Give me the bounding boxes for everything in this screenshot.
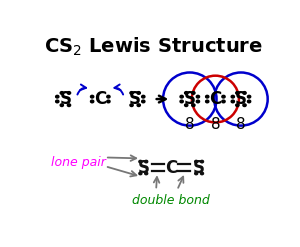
Circle shape [200,160,203,163]
Text: double bond: double bond [132,194,210,207]
Circle shape [56,100,59,103]
Circle shape [248,95,251,98]
Circle shape [60,92,63,94]
Text: C: C [94,90,106,108]
Circle shape [91,100,94,103]
Circle shape [231,100,234,103]
Circle shape [142,95,145,98]
Circle shape [236,104,239,106]
Circle shape [200,172,203,175]
Circle shape [184,92,188,94]
Circle shape [68,104,70,106]
Circle shape [107,95,110,98]
Text: S: S [129,90,141,108]
Circle shape [222,100,225,103]
Circle shape [130,104,133,106]
Text: S: S [184,90,196,108]
Circle shape [206,95,209,98]
Circle shape [195,160,198,163]
Circle shape [68,92,70,94]
Circle shape [192,92,195,94]
Circle shape [196,95,200,98]
Text: C: C [209,90,221,108]
Circle shape [206,100,209,103]
Circle shape [60,104,63,106]
Circle shape [243,92,246,94]
Circle shape [91,95,94,98]
Text: S: S [235,90,247,108]
Text: 8: 8 [236,117,246,132]
Circle shape [180,100,183,103]
Text: C: C [165,159,177,177]
Circle shape [236,92,239,94]
Circle shape [243,104,246,106]
Circle shape [139,172,142,175]
Circle shape [196,100,200,103]
Circle shape [145,172,148,175]
Text: S: S [193,159,205,177]
Circle shape [248,100,251,103]
Circle shape [139,160,142,163]
Circle shape [145,160,148,163]
Text: 8: 8 [185,117,195,132]
Text: CS$_2$ Lewis Structure: CS$_2$ Lewis Structure [44,35,263,58]
Text: lone pair: lone pair [51,156,106,169]
Circle shape [107,100,110,103]
Circle shape [137,92,140,94]
Circle shape [222,95,225,98]
Circle shape [130,92,133,94]
Circle shape [231,95,234,98]
Circle shape [137,104,140,106]
Text: S: S [137,159,149,177]
Circle shape [192,104,195,106]
Circle shape [180,95,183,98]
Circle shape [195,172,198,175]
Text: 8: 8 [211,117,220,132]
Text: S: S [59,90,71,108]
Circle shape [184,104,188,106]
Circle shape [142,100,145,103]
Circle shape [56,95,59,98]
